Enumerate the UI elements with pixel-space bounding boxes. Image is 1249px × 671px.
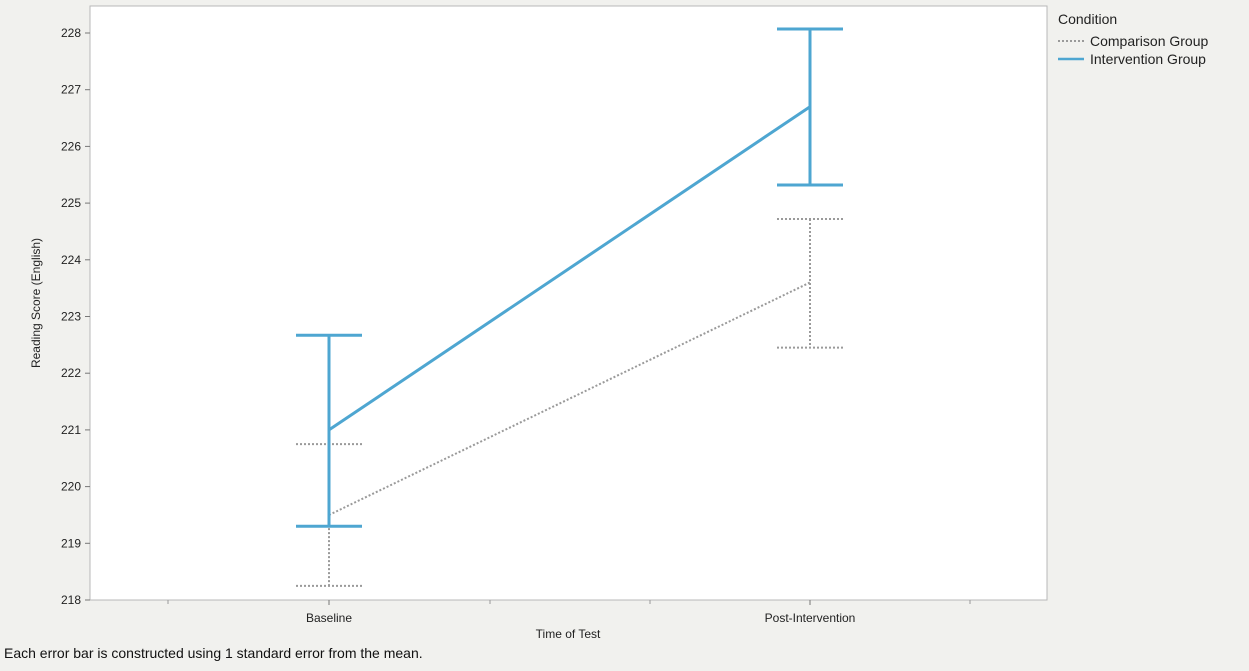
x-tick-label: Post-Intervention	[765, 611, 856, 625]
y-tick-label: 220	[61, 480, 81, 494]
y-tick-label: 224	[61, 253, 81, 267]
error-bar-footnote: Each error bar is constructed using 1 st…	[4, 645, 423, 661]
y-tick-label: 228	[61, 26, 81, 40]
y-tick-label: 218	[61, 593, 81, 607]
y-tick-label: 227	[61, 83, 81, 97]
x-tick-label: Baseline	[306, 611, 352, 625]
y-tick-label: 226	[61, 139, 81, 153]
plot-area	[90, 6, 1047, 600]
y-tick-label: 223	[61, 310, 81, 324]
x-axis-label: Time of Test	[536, 627, 601, 641]
legend: Condition Comparison Group Intervention G…	[1058, 11, 1208, 67]
y-tick-label: 221	[61, 423, 81, 437]
legend-label: Intervention Group	[1090, 51, 1206, 67]
y-axis-label: Reading Score (English)	[29, 238, 43, 368]
y-tick-label: 219	[61, 536, 81, 550]
legend-label: Comparison Group	[1090, 33, 1208, 49]
y-tick-label: 225	[61, 196, 81, 210]
y-tick-label: 222	[61, 366, 81, 380]
x-axis: Baseline Post-Intervention	[168, 600, 970, 625]
y-axis: 218 219 220 221 222 223 224 225 226 227 228	[61, 26, 90, 607]
legend-title: Condition	[1058, 11, 1117, 27]
